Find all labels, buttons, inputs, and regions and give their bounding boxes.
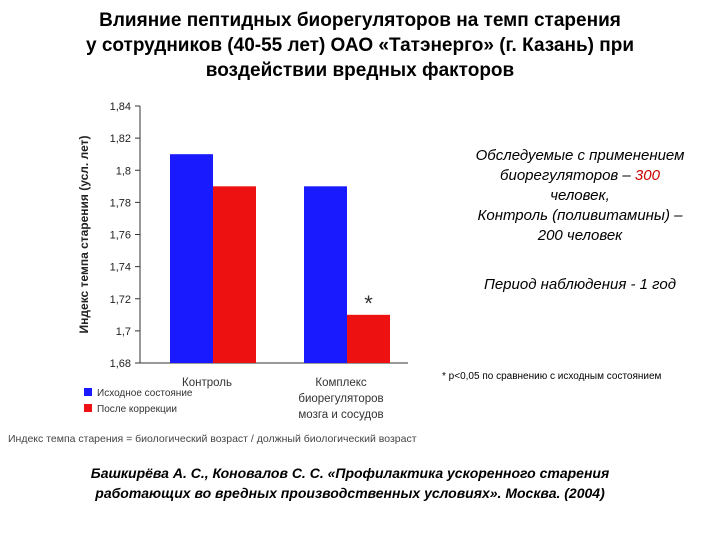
legend-swatch [84, 404, 92, 412]
y-tick-label: 1,82 [110, 133, 131, 145]
x-category-label: Комплекс [315, 377, 366, 389]
title-line-2: у сотрудников (40-55 лет) ОАО «Татэнерго… [85, 35, 635, 56]
notes-line-3: человек, [550, 187, 610, 204]
page-title: Влияние пептидных биорегуляторов на темп… [20, 8, 700, 83]
bar-after-2 [347, 314, 390, 363]
study-notes: Обследуемые с применением биорегуляторов… [446, 146, 714, 246]
index-definition: Индекс темпа старения = биологический во… [8, 433, 417, 445]
y-tick-label: 1,7 [116, 326, 131, 338]
reference-line-2: работающих во вредных производственных у… [95, 485, 605, 501]
notes-highlight-count: 300 [634, 167, 660, 184]
y-tick-label: 1,76 [110, 230, 131, 242]
y-tick-label: 1,68 [110, 358, 131, 370]
y-axis-label: Индекс темпа старения (усл. лет) [77, 136, 91, 334]
observation-period: Период наблюдения - 1 год [483, 276, 677, 293]
notes-line-2: биорегуляторов – 300 [446, 166, 714, 186]
y-tick-label: 1,84 [110, 101, 131, 113]
legend-swatch [84, 388, 92, 396]
bar-after-1 [213, 186, 256, 363]
title-line-3: воздействии вредных факторов [205, 60, 515, 81]
legend-label: После коррекции [97, 404, 177, 415]
y-tick-label: 1,8 [116, 165, 131, 177]
notes-line-5: 200 человек [537, 227, 623, 244]
x-category-label: мозга и сосудов [298, 409, 383, 421]
bar-initial-1 [170, 154, 213, 363]
bar-initial-2 [304, 186, 347, 363]
notes-line-4: Контроль (поливитамины) – [477, 207, 683, 224]
reference: Башкирёва А. С., Коновалов С. С. «Профил… [40, 463, 660, 503]
x-category-label: биорегуляторов [298, 393, 383, 405]
y-tick-label: 1,72 [110, 294, 131, 306]
notes-line-2-prefix: биорегуляторов – [500, 167, 635, 184]
significance-footnote: * р<0,05 по сравнению с исходным состоян… [442, 371, 662, 382]
legend-label: Исходное состояние [97, 388, 193, 399]
significance-asterisk: * [364, 291, 373, 316]
y-tick-label: 1,78 [110, 197, 131, 209]
reference-line-1: Башкирёва А. С., Коновалов С. С. «Профил… [90, 465, 610, 481]
title-line-1: Влияние пептидных биорегуляторов на темп… [99, 10, 621, 31]
x-category-label: Контроль [182, 377, 232, 389]
y-tick-label: 1,74 [110, 262, 131, 274]
notes-line-1: Обследуемые с применением [475, 147, 685, 164]
